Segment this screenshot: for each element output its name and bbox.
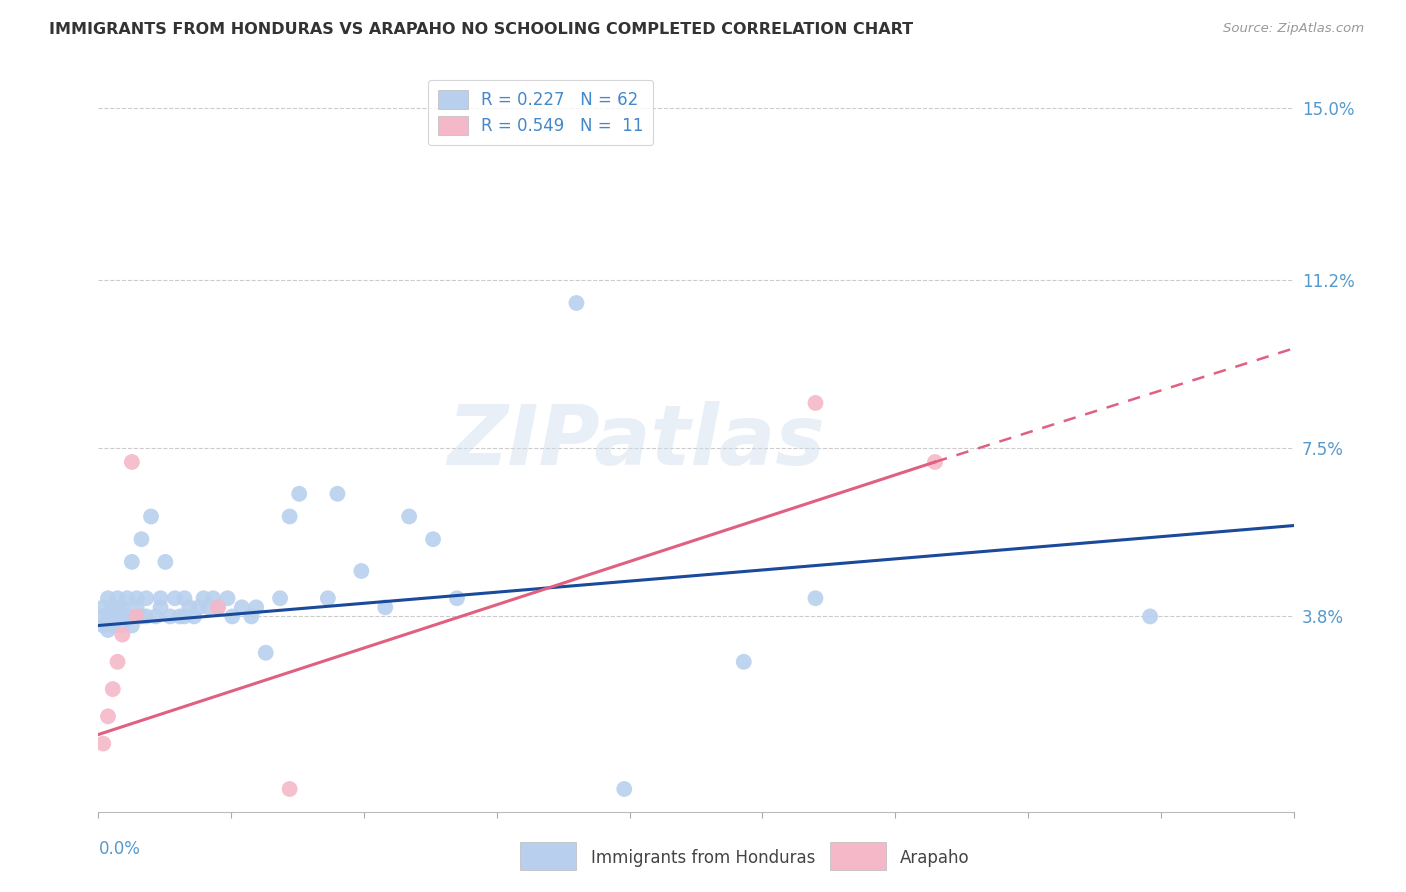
Point <box>115 591 138 606</box>
FancyBboxPatch shape <box>520 842 576 871</box>
Point <box>101 600 124 615</box>
Point <box>193 591 215 606</box>
Point <box>111 618 134 632</box>
Text: 0.0%: 0.0% <box>98 840 141 858</box>
Point <box>254 646 277 660</box>
Point <box>187 600 209 615</box>
Point <box>207 600 229 615</box>
Point <box>202 591 225 606</box>
Point <box>169 609 191 624</box>
Point <box>217 591 239 606</box>
Text: ZIPatlas: ZIPatlas <box>447 401 825 482</box>
Point <box>125 591 148 606</box>
Point <box>125 609 148 624</box>
Point <box>101 609 124 624</box>
Point <box>149 591 172 606</box>
Point <box>107 655 129 669</box>
Point <box>91 737 114 751</box>
Point <box>97 709 120 723</box>
Point <box>115 609 138 624</box>
Point <box>107 591 129 606</box>
Point <box>107 600 129 615</box>
Point <box>804 591 827 606</box>
Point <box>97 623 120 637</box>
Point <box>924 455 946 469</box>
Point <box>111 627 134 641</box>
Point <box>145 609 167 624</box>
Point <box>91 609 114 624</box>
Legend: R = 0.227   N = 62, R = 0.549   N =  11: R = 0.227 N = 62, R = 0.549 N = 11 <box>427 79 654 145</box>
Text: Immigrants from Honduras: Immigrants from Honduras <box>591 848 815 867</box>
Point <box>804 396 827 410</box>
Point <box>374 600 396 615</box>
Point <box>139 509 162 524</box>
Point <box>91 618 114 632</box>
Point <box>135 609 157 624</box>
Point <box>288 487 311 501</box>
Point <box>131 532 153 546</box>
Point <box>565 296 588 310</box>
Point <box>131 609 153 624</box>
Point <box>97 591 120 606</box>
Point <box>197 600 219 615</box>
Text: Arapaho: Arapaho <box>900 848 970 867</box>
Text: IMMIGRANTS FROM HONDURAS VS ARAPAHO NO SCHOOLING COMPLETED CORRELATION CHART: IMMIGRANTS FROM HONDURAS VS ARAPAHO NO S… <box>49 22 914 37</box>
Point <box>91 600 114 615</box>
Point <box>240 609 263 624</box>
Point <box>326 487 349 501</box>
Point <box>173 609 195 624</box>
Point <box>173 591 195 606</box>
Point <box>121 455 143 469</box>
FancyBboxPatch shape <box>830 842 886 871</box>
Point <box>398 509 420 524</box>
Point <box>245 600 267 615</box>
Point <box>155 555 177 569</box>
Point <box>183 609 205 624</box>
Point <box>278 509 301 524</box>
Point <box>422 532 444 546</box>
Point <box>159 609 181 624</box>
Point <box>613 782 636 797</box>
Point <box>1139 609 1161 624</box>
Point <box>107 609 129 624</box>
Point <box>101 618 124 632</box>
Point <box>97 609 120 624</box>
Point <box>125 600 148 615</box>
Point <box>231 600 253 615</box>
Point <box>269 591 291 606</box>
Point <box>207 600 229 615</box>
Point <box>179 600 201 615</box>
Point <box>149 600 172 615</box>
Point <box>163 591 186 606</box>
Point <box>111 609 134 624</box>
Point <box>111 600 134 615</box>
Point <box>733 655 755 669</box>
Point <box>446 591 468 606</box>
Point <box>350 564 373 578</box>
Text: Source: ZipAtlas.com: Source: ZipAtlas.com <box>1223 22 1364 36</box>
Point <box>316 591 339 606</box>
Point <box>121 618 143 632</box>
Point <box>221 609 243 624</box>
Point <box>135 591 157 606</box>
Point <box>101 682 124 697</box>
Point <box>278 782 301 797</box>
Point <box>121 555 143 569</box>
